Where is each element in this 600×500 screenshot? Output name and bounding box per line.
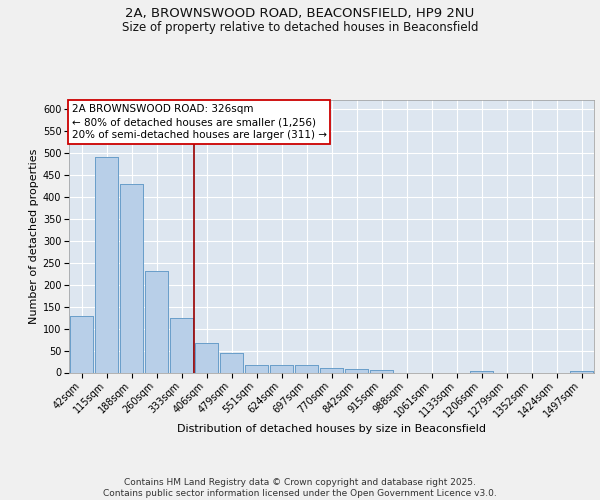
Bar xyxy=(270,366,293,372)
Text: Contains HM Land Registry data © Crown copyright and database right 2025.
Contai: Contains HM Land Registry data © Crown c… xyxy=(103,478,497,498)
Bar xyxy=(320,368,343,372)
Bar xyxy=(170,318,193,372)
Bar xyxy=(370,370,393,372)
Bar xyxy=(245,366,268,372)
Y-axis label: Number of detached properties: Number of detached properties xyxy=(29,148,38,324)
Bar xyxy=(570,370,593,372)
Bar xyxy=(170,318,193,372)
Bar xyxy=(295,366,318,372)
Bar xyxy=(345,370,368,372)
Text: 2A, BROWNSWOOD ROAD, BEACONSFIELD, HP9 2NU: 2A, BROWNSWOOD ROAD, BEACONSFIELD, HP9 2… xyxy=(125,8,475,20)
Bar xyxy=(120,184,143,372)
Bar xyxy=(370,370,393,372)
Text: Size of property relative to detached houses in Beaconsfield: Size of property relative to detached ho… xyxy=(122,21,478,34)
X-axis label: Distribution of detached houses by size in Beaconsfield: Distribution of detached houses by size … xyxy=(177,424,486,434)
Bar xyxy=(195,342,218,372)
Bar xyxy=(70,316,93,372)
Bar xyxy=(195,342,218,372)
Bar xyxy=(270,366,293,372)
Bar xyxy=(570,370,593,372)
Bar xyxy=(120,184,143,372)
Bar xyxy=(145,272,168,372)
Bar xyxy=(470,370,493,372)
Bar xyxy=(245,366,268,372)
Bar xyxy=(95,157,118,372)
Bar xyxy=(295,366,318,372)
Bar xyxy=(345,370,368,372)
Bar xyxy=(470,370,493,372)
Bar xyxy=(95,157,118,372)
Bar xyxy=(70,316,93,372)
Text: 2A BROWNSWOOD ROAD: 326sqm
← 80% of detached houses are smaller (1,256)
20% of s: 2A BROWNSWOOD ROAD: 326sqm ← 80% of deta… xyxy=(71,104,326,141)
Bar xyxy=(220,353,243,372)
Bar xyxy=(320,368,343,372)
Bar xyxy=(145,272,168,372)
Bar xyxy=(220,353,243,372)
